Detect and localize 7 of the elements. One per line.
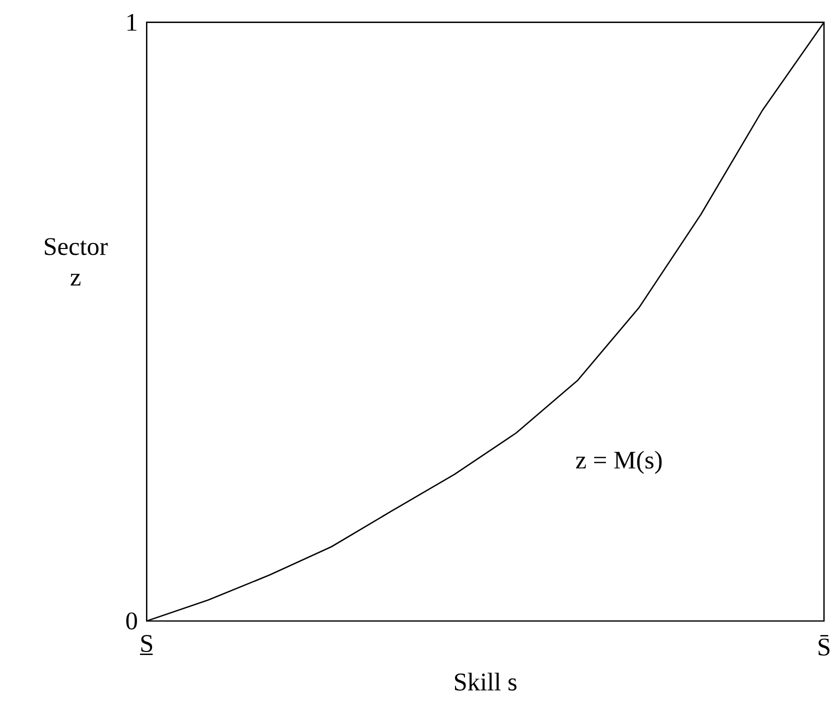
y-tick-label: 1 <box>128 14 136 31</box>
y-axis-title: Sector z <box>44 238 108 286</box>
y-tick-label: 0 <box>126 612 137 630</box>
x-axis-title: Skill s <box>454 672 516 691</box>
x-tick-label: S̲ <box>140 635 153 655</box>
text: z = M(s) <box>576 450 662 474</box>
x-tick-label: S̄ <box>818 635 830 656</box>
